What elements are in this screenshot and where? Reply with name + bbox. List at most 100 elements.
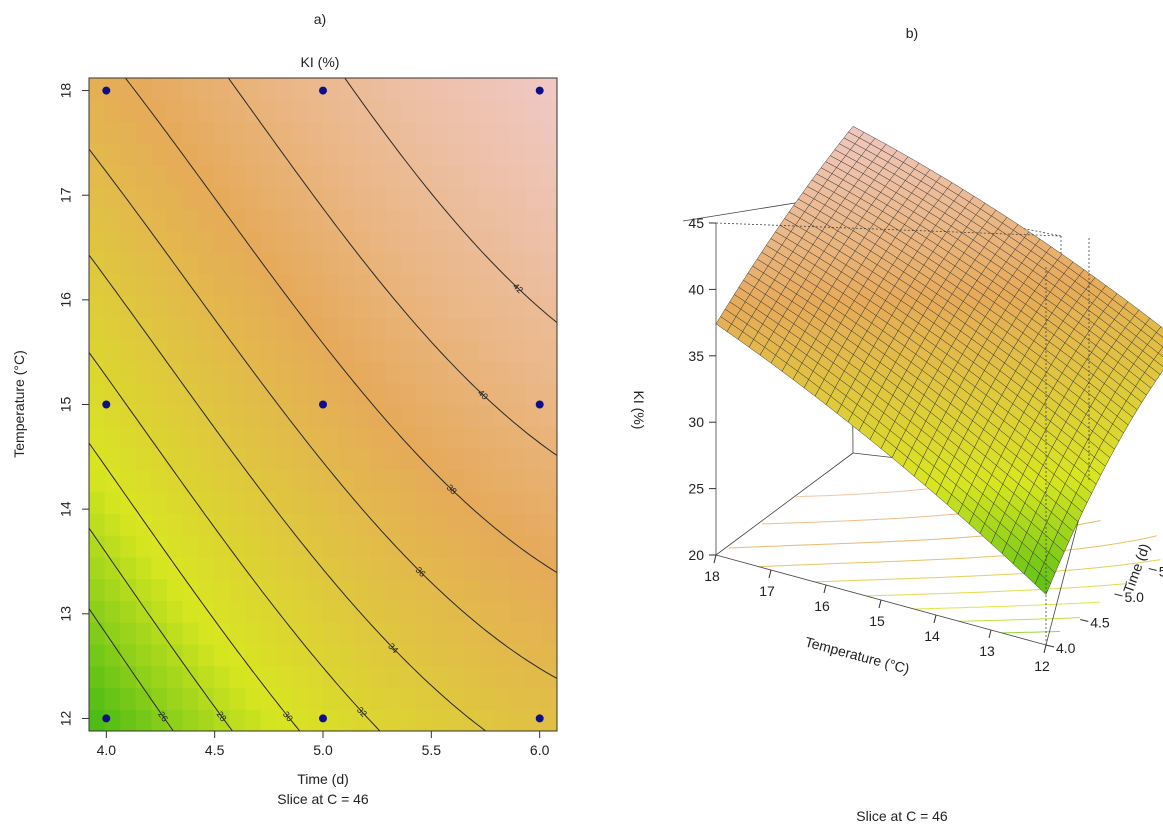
heatmap-cell <box>182 230 199 253</box>
heatmap-cell <box>167 295 184 319</box>
heatmap-cell <box>463 426 480 449</box>
heatmap-cell <box>120 121 137 144</box>
heatmap-cell <box>151 491 168 514</box>
heatmap-cell <box>291 121 308 144</box>
heatmap-cell <box>432 600 449 623</box>
heatmap-cell <box>307 339 324 362</box>
heatmap-cell <box>120 687 137 710</box>
heatmap-cell <box>291 643 308 667</box>
heatmap-cell <box>291 622 308 645</box>
heatmap-cell <box>245 78 262 101</box>
heatmap-cell <box>479 622 496 645</box>
heatmap-cell <box>182 622 199 645</box>
heatmap-cell <box>245 165 262 188</box>
heatmap-cell <box>151 165 168 188</box>
heatmap-cell <box>135 165 152 188</box>
heatmap-cell <box>401 360 418 384</box>
heatmap-cell <box>229 78 246 101</box>
heatmap-cell <box>198 404 215 427</box>
heatmap-cell <box>385 382 402 406</box>
heatmap-cell <box>541 360 557 384</box>
heatmap-cell <box>120 252 137 275</box>
heatmap-cell <box>120 360 137 384</box>
contour-line <box>344 78 557 323</box>
heatmap-cell <box>432 382 449 406</box>
heatmap-cell <box>541 143 557 166</box>
heatmap-cell <box>260 78 277 101</box>
heatmap-cell <box>307 709 324 731</box>
heatmap-cell <box>510 622 527 645</box>
heatmap-cell <box>479 404 496 427</box>
heatmap-cell <box>89 252 106 275</box>
heatmap-cell <box>182 491 199 514</box>
heatmap-cell <box>401 208 418 231</box>
heatmap-cell <box>245 687 262 710</box>
design-point <box>319 400 327 409</box>
temperature-tick-label: 13 <box>979 643 995 659</box>
heatmap-cell <box>245 578 262 601</box>
heatmap-cell <box>276 513 293 536</box>
y-tick-label: 16 <box>58 292 74 308</box>
heatmap-cell <box>307 360 324 384</box>
heatmap-cell <box>525 78 542 101</box>
heatmap-cell <box>447 252 464 275</box>
heatmap-cell <box>323 273 340 297</box>
heatmap-cell <box>369 513 386 536</box>
heatmap-cell <box>276 230 293 253</box>
heatmap-cell <box>89 709 106 731</box>
heatmap-cell <box>245 535 262 558</box>
heatmap-cell <box>494 469 511 493</box>
heatmap-cell <box>213 556 230 580</box>
heatmap-cell <box>463 295 480 319</box>
heatmap-cell <box>104 643 121 667</box>
heatmap-cell <box>307 382 324 406</box>
heatmap-cell <box>432 143 449 166</box>
heatmap-cell <box>198 578 215 601</box>
heatmap-cell <box>385 578 402 601</box>
heatmap-cell <box>447 360 464 384</box>
heatmap-cell <box>198 121 215 144</box>
heatmap-cell <box>291 230 308 253</box>
heatmap-cell <box>198 78 215 101</box>
heatmap-cell <box>401 426 418 449</box>
heatmap-cell <box>213 121 230 144</box>
contour-label: 42 <box>511 281 525 295</box>
heatmap-cell <box>510 295 527 319</box>
heatmap-cell <box>151 208 168 231</box>
heatmap-cell <box>120 273 137 297</box>
heatmap-cell <box>494 622 511 645</box>
heatmap-cell <box>229 687 246 710</box>
heatmap-cell <box>541 295 557 319</box>
heatmap-cell <box>229 426 246 449</box>
heatmap-cell <box>432 643 449 667</box>
heatmap-cell <box>245 252 262 275</box>
heatmap-cell <box>182 382 199 406</box>
heatmap-cell <box>245 426 262 449</box>
heatmap-cell <box>385 622 402 645</box>
heatmap-cell <box>151 535 168 558</box>
heatmap-cell <box>510 208 527 231</box>
heatmap-cell <box>291 709 308 731</box>
heatmap-cell <box>525 186 542 210</box>
heatmap-cell <box>213 578 230 601</box>
heatmap-cell <box>120 382 137 406</box>
heatmap-cell <box>307 687 324 710</box>
heatmap-cell <box>260 622 277 645</box>
heatmap-cell <box>213 208 230 231</box>
design-points <box>102 86 544 723</box>
heatmap-cell <box>369 535 386 558</box>
heatmap-cell <box>463 121 480 144</box>
heatmap-cell <box>385 426 402 449</box>
heatmap-cell <box>198 535 215 558</box>
heatmap-cell <box>198 208 215 231</box>
heatmap-cell <box>323 709 340 731</box>
heatmap-cell <box>541 513 557 536</box>
heatmap-cell <box>416 121 433 144</box>
heatmap-cell <box>291 448 308 471</box>
heatmap-cell <box>120 709 137 731</box>
heatmap-cell <box>276 121 293 144</box>
surface-facet <box>848 126 865 139</box>
x-tick-label: 4.0 <box>97 742 117 758</box>
heatmap-cell <box>229 230 246 253</box>
contour-label: 32 <box>355 705 369 719</box>
